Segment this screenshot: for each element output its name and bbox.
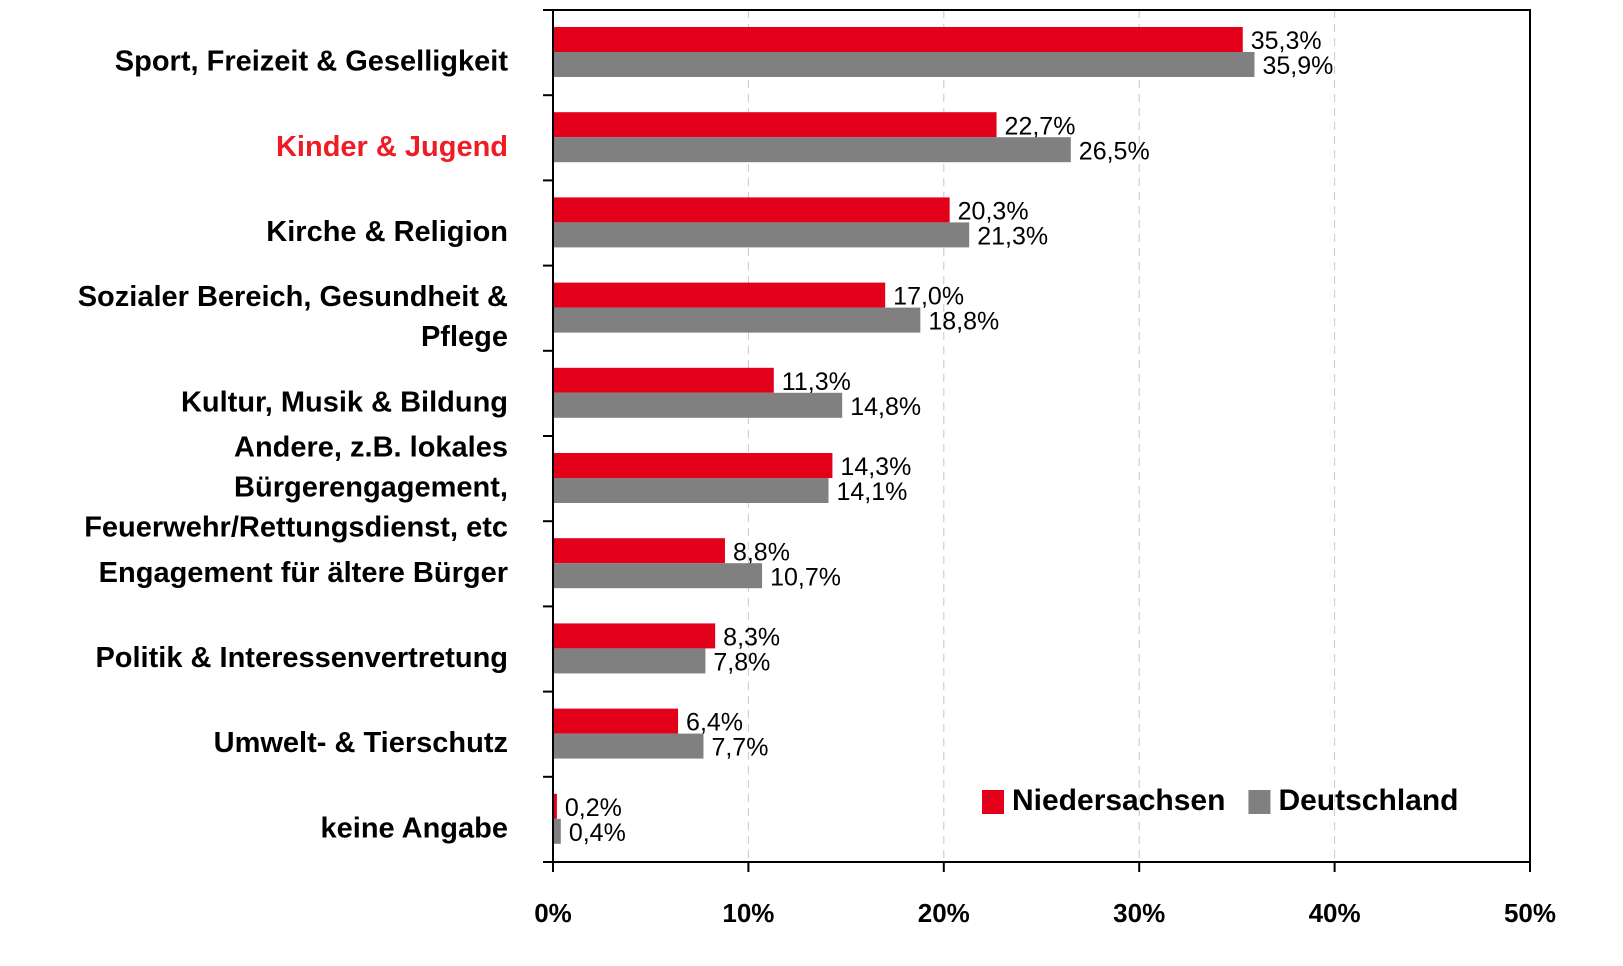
value-label: 11,3%: [782, 368, 851, 396]
plot-frame: [552, 9, 1531, 863]
category-label: Kirche & Religion: [266, 216, 508, 248]
legend-label: Deutschland: [1278, 784, 1458, 817]
category-label: Andere, z.B. lokales Bürgerengagement, Feu…: [84, 431, 508, 543]
bar: [553, 648, 706, 674]
bar: [553, 282, 886, 308]
x-tick-label: 0%: [534, 898, 572, 928]
value-label: 7,8%: [713, 649, 770, 677]
value-label: 14,8%: [850, 393, 921, 421]
x-tick-label: 50%: [1504, 898, 1556, 928]
bar: [553, 392, 843, 418]
value-label: 8,3%: [723, 624, 780, 652]
value-label: 20,3%: [958, 198, 1029, 226]
category-label: Kinder & Jugend: [276, 130, 508, 162]
bar: [553, 563, 763, 589]
x-tick-label: 20%: [918, 898, 970, 928]
value-label: 14,3%: [840, 453, 911, 481]
value-label: 35,9%: [1262, 52, 1333, 80]
value-label: 18,8%: [928, 308, 999, 336]
bar: [553, 623, 716, 649]
x-tick-label: 30%: [1113, 898, 1165, 928]
legend-label: Niedersachsen: [1012, 784, 1225, 817]
bar: [553, 733, 704, 759]
bar: [553, 453, 833, 478]
x-tick-label: 10%: [722, 898, 774, 928]
legend-swatch: [1248, 790, 1271, 814]
bar: [553, 793, 557, 819]
category-label: Politik & Interessenvertretung: [95, 642, 508, 674]
value-label: 6,4%: [686, 709, 743, 737]
category-label: Engagement für ältere Bürger: [99, 556, 508, 588]
bar: [553, 27, 1243, 52]
value-label: 14,1%: [837, 478, 908, 506]
value-label: 10,7%: [770, 563, 841, 591]
bar: [553, 367, 774, 393]
bar: [553, 197, 950, 223]
legend-swatch: [982, 790, 1004, 814]
bar: [553, 307, 921, 333]
bar: [553, 538, 725, 564]
value-label: 0,4%: [569, 819, 626, 847]
bar: [553, 818, 561, 844]
bar: [553, 708, 679, 734]
category-label: Sport, Freizeit & Geselligkeit: [115, 45, 509, 77]
category-label: Kultur, Musik & Bildung: [181, 386, 508, 418]
category-label: keine Angabe: [321, 812, 508, 844]
category-label: Sozialer Bereich, Gesundheit & Pflege: [78, 281, 508, 353]
bar: [553, 137, 1071, 163]
value-label: 8,8%: [733, 538, 790, 566]
value-label: 22,7%: [1005, 112, 1076, 140]
bar: [553, 222, 970, 248]
value-label: 0,2%: [565, 794, 622, 822]
bar: [553, 112, 997, 138]
value-label: 35,3%: [1251, 27, 1322, 55]
x-tick-label: 40%: [1309, 898, 1361, 928]
value-label: 17,0%: [893, 283, 964, 311]
value-label: 21,3%: [977, 223, 1048, 251]
value-label: 7,7%: [711, 734, 768, 762]
bar: [553, 52, 1255, 77]
category-label: Umwelt- & Tierschutz: [214, 727, 508, 759]
value-label: 26,5%: [1079, 137, 1150, 165]
bar: [553, 478, 829, 503]
